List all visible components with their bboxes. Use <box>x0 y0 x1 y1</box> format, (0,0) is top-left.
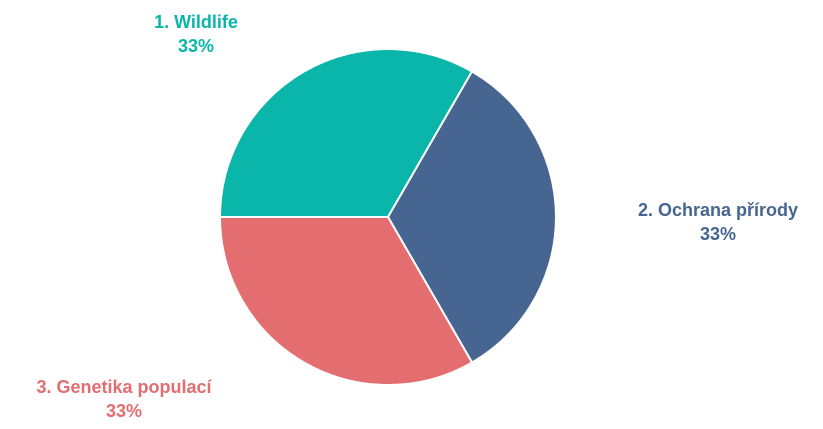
slice-name-genetika-populaci: 3. Genetika populací <box>36 377 212 397</box>
slice-name-wildlife: 1. Wildlife <box>154 12 238 32</box>
slice-percent-wildlife: 33% <box>177 36 215 56</box>
slice-percent-ochrana-prirody: 33% <box>699 224 737 244</box>
slice-name-ochrana-prirody: 2. Ochrana přírody <box>637 200 799 220</box>
pie-slice-wildlife <box>218 48 474 218</box>
slice-label-genetika-populaci: 3. Genetika populací 33% <box>36 375 211 423</box>
slice-label-ochrana-prirody: 2. Ochrana přírody 33% <box>638 198 798 246</box>
slice-label-wildlife: 1. Wildlife 33% <box>154 10 238 58</box>
pie-slice-genetika-populaci <box>218 216 474 386</box>
pie-slice-ochrana-prirody <box>386 70 557 364</box>
slice-percent-genetika-populaci: 33% <box>105 401 143 421</box>
